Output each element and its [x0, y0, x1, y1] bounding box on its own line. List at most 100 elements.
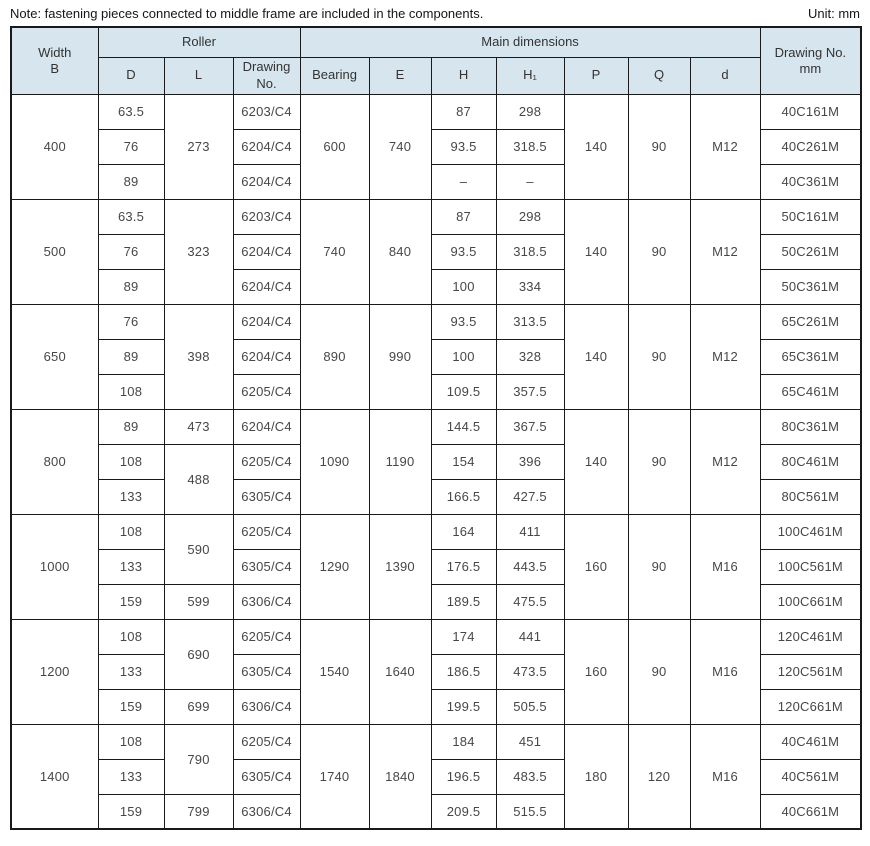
cell-drawing-no-mm: 50C161M [759, 198, 862, 235]
cell-roller-d: 76 [97, 128, 165, 165]
cell-roller-l: 273 [163, 93, 234, 200]
table-row: 1000 108 590 6205/C4 1290 1390 164 411 160 90 M16 1… [10, 513, 862, 620]
cell-p: 160 [563, 618, 629, 725]
cell-q: 90 [627, 303, 691, 410]
cell-roller-drawing-no: 6204/C4 [232, 338, 301, 375]
cell-roller-drawing-no: 6305/C4 [232, 548, 301, 585]
header-d-thread: d [689, 56, 761, 95]
cell-h: 109.5 [430, 373, 497, 410]
cell-q: 120 [627, 723, 691, 830]
cell-bearing: 1540 [299, 618, 370, 725]
cell-width-b: 500 [10, 198, 99, 305]
cell-drawing-no-mm: 100C661M [759, 583, 862, 620]
cell-roller-drawing-no: 6205/C4 [232, 373, 301, 410]
cell-h: 174 [430, 618, 497, 655]
cell-roller-d: 108 [97, 618, 165, 655]
cell-q: 90 [627, 93, 691, 200]
cell-roller-d: 89 [97, 268, 165, 305]
cell-h: 154 [430, 443, 497, 480]
cell-roller-l: 699 [163, 688, 234, 725]
header-p: P [563, 56, 629, 95]
cell-width-b: 1000 [10, 513, 99, 620]
cell-roller-d: 108 [97, 443, 165, 480]
table-row: 89 6204/C4 100 328 65C361M [11, 338, 862, 375]
header-drawing-no-mm: Drawing No. mm [759, 26, 862, 95]
table-header: Width B Roller Main dimensions Drawing N… [10, 26, 862, 95]
cell-h1: 298 [495, 93, 565, 130]
cell-roller-l: 590 [163, 513, 234, 585]
cell-drawing-no-mm: 80C461M [759, 443, 862, 480]
cell-q: 90 [627, 408, 691, 515]
cell-h1: 475.5 [495, 583, 565, 620]
cell-roller-d: 159 [97, 793, 165, 830]
cell-h1: 411 [495, 513, 565, 550]
cell-h: 93.5 [430, 233, 497, 270]
cell-drawing-no-mm: 65C461M [759, 373, 862, 410]
cell-d-thread: M12 [689, 93, 761, 200]
table-row: 76 6204/C4 93.5 318.5 40C261M [11, 128, 862, 165]
table-caption-bar: Note: fastening pieces connected to midd… [10, 6, 860, 21]
cell-width-b: 650 [10, 303, 99, 410]
cell-q: 90 [627, 618, 691, 725]
cell-drawing-no-mm: 65C361M [759, 338, 862, 375]
cell-drawing-no-mm: 80C561M [759, 478, 862, 515]
header-h1: H₁ [495, 56, 565, 95]
cell-roller-d: 89 [97, 338, 165, 375]
cell-h1: 443.5 [495, 548, 565, 585]
cell-e: 1640 [368, 618, 432, 725]
cell-e: 990 [368, 303, 432, 410]
cell-e: 1190 [368, 408, 432, 515]
cell-drawing-no-mm: 40C461M [759, 723, 862, 760]
cell-bearing: 1740 [299, 723, 370, 830]
table-body: 400 63.5 273 6203/C4 600 740 87 298 140 90 M12 40C1… [10, 93, 862, 830]
cell-drawing-no-mm: 40C361M [759, 163, 862, 200]
cell-h: 87 [430, 93, 497, 130]
cell-q: 90 [627, 198, 691, 305]
table-row: 159 799 6306/C4 209.5 515.5 40C661M [11, 793, 862, 830]
cell-drawing-no-mm: 120C561M [759, 653, 862, 690]
header-d: D [97, 56, 165, 95]
cell-roller-d: 76 [97, 233, 165, 270]
header-drawing-no: Drawing No. [232, 56, 301, 95]
cell-h: 209.5 [430, 793, 497, 830]
cell-roller-l: 323 [163, 198, 234, 305]
cell-drawing-no-mm: 50C261M [759, 233, 862, 270]
cell-h1: 473.5 [495, 653, 565, 690]
cell-roller-drawing-no: 6204/C4 [232, 408, 301, 445]
cell-q: 90 [627, 513, 691, 620]
cell-h1: 427.5 [495, 478, 565, 515]
cell-width-b: 800 [10, 408, 99, 515]
header-e: E [368, 56, 432, 95]
cell-roller-l: 599 [163, 583, 234, 620]
cell-h1: 367.5 [495, 408, 565, 445]
cell-h: 100 [430, 268, 497, 305]
cell-roller-l: 398 [163, 303, 234, 410]
cell-roller-drawing-no: 6305/C4 [232, 478, 301, 515]
table-row: 400 63.5 273 6203/C4 600 740 87 298 140 90 M12 40C1… [10, 93, 862, 200]
cell-h: 176.5 [430, 548, 497, 585]
cell-roller-drawing-no: 6305/C4 [232, 758, 301, 795]
cell-roller-d: 108 [97, 373, 165, 410]
cell-roller-d: 108 [97, 723, 165, 760]
cell-drawing-no-mm: 40C561M [759, 758, 862, 795]
cell-h1: 357.5 [495, 373, 565, 410]
cell-h1: 505.5 [495, 688, 565, 725]
cell-h1: 515.5 [495, 793, 565, 830]
cell-roller-drawing-no: 6204/C4 [232, 233, 301, 270]
cell-h1: 318.5 [495, 128, 565, 165]
cell-drawing-no-mm: 120C461M [759, 618, 862, 655]
cell-roller-d: 159 [97, 688, 165, 725]
cell-drawing-no-mm: 40C661M [759, 793, 862, 830]
cell-h1: 451 [495, 723, 565, 760]
cell-roller-d: 89 [97, 408, 165, 445]
cell-e: 1390 [368, 513, 432, 620]
cell-drawing-no-mm: 40C161M [759, 93, 862, 130]
cell-h: 184 [430, 723, 497, 760]
cell-roller-d: 133 [97, 758, 165, 795]
header-q: Q [627, 56, 691, 95]
unit-label: Unit: mm [808, 6, 860, 21]
table-row: 1200 108 690 6205/C4 1540 1640 174 441 160 90 M16 1… [10, 618, 862, 725]
cell-drawing-no-mm: 100C461M [759, 513, 862, 550]
cell-h1: 298 [495, 198, 565, 235]
